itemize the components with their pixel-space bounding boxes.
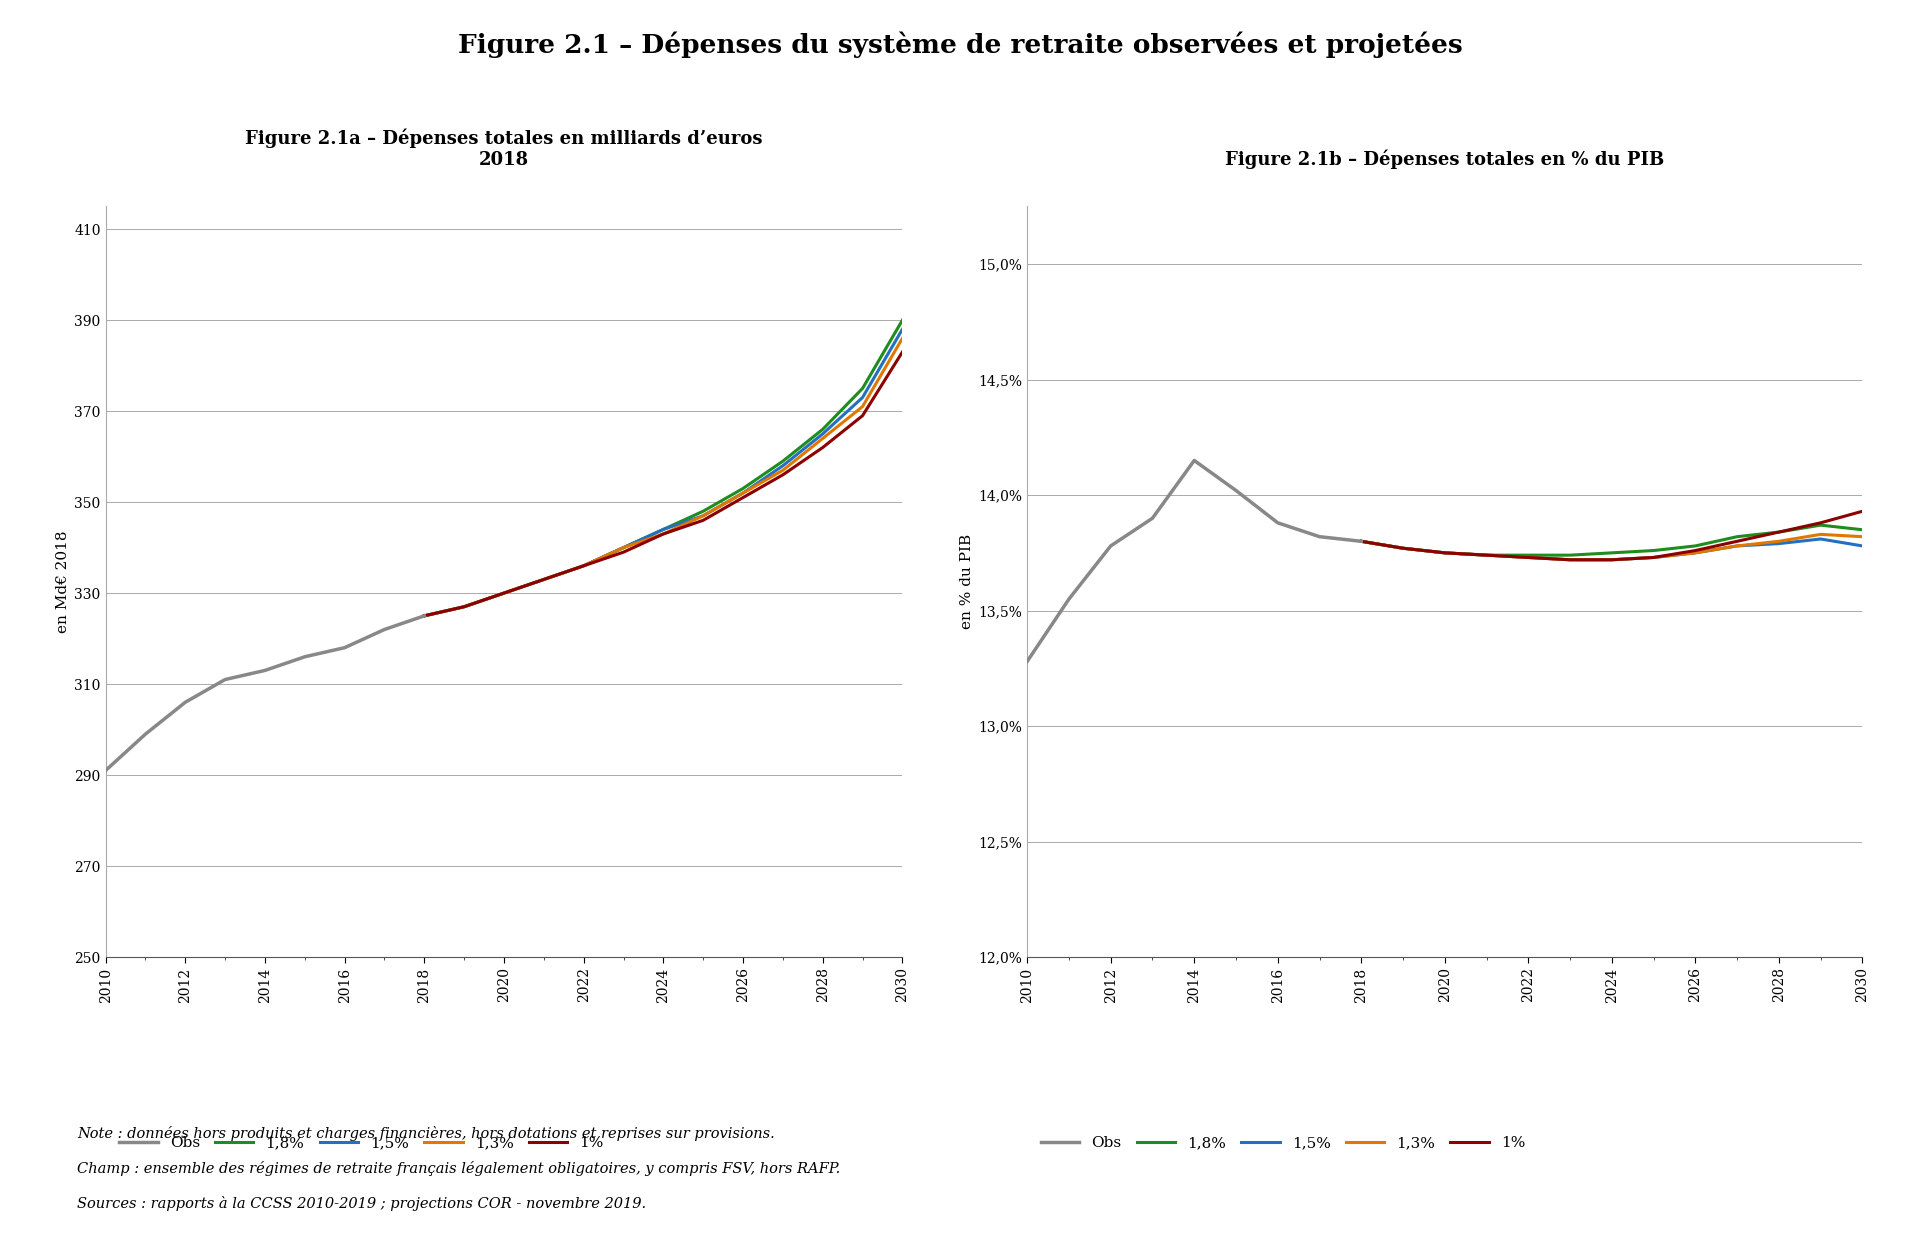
Legend: Obs, 1,8%, 1,5%, 1,3%, 1%: Obs, 1,8%, 1,5%, 1,3%, 1% — [113, 1130, 611, 1156]
Text: Sources : rapports à la CCSS 2010-2019 ; projections COR - novembre 2019.: Sources : rapports à la CCSS 2010-2019 ;… — [77, 1196, 645, 1211]
Text: Figure 2.1a – Dépenses totales en milliards d’euros
2018: Figure 2.1a – Dépenses totales en millia… — [246, 129, 762, 169]
Legend: Obs, 1,8%, 1,5%, 1,3%, 1%: Obs, 1,8%, 1,5%, 1,3%, 1% — [1035, 1130, 1532, 1156]
Text: Note : données hors produits et charges financières, hors dotations et reprises : Note : données hors produits et charges … — [77, 1126, 774, 1141]
Text: Champ : ensemble des régimes de retraite français légalement obligatoires, y com: Champ : ensemble des régimes de retraite… — [77, 1161, 841, 1176]
Y-axis label: en % du PIB: en % du PIB — [960, 534, 973, 629]
Y-axis label: en Md€ 2018: en Md€ 2018 — [56, 530, 69, 633]
Text: Figure 2.1b – Dépenses totales en % du PIB: Figure 2.1b – Dépenses totales en % du P… — [1225, 149, 1665, 169]
Text: Figure 2.1 – Dépenses du système de retraite observées et projetées: Figure 2.1 – Dépenses du système de retr… — [457, 31, 1463, 58]
